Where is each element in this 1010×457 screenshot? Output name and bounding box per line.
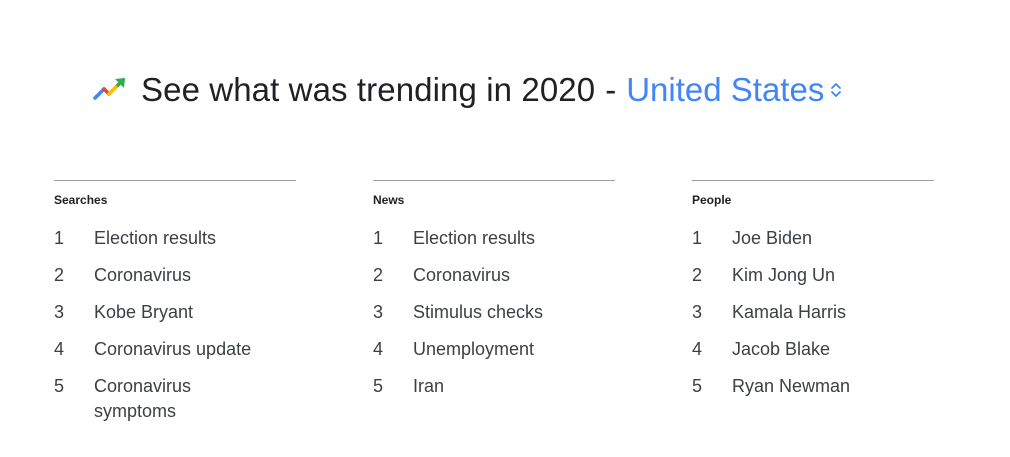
rank-number: 2 [373, 265, 384, 285]
trend-link[interactable]: Unemployment [413, 339, 535, 359]
title-separator: - [605, 71, 617, 108]
trend-link[interactable]: Election results [413, 228, 536, 248]
trend-link[interactable]: Kamala Harris [732, 302, 847, 322]
trend-link[interactable]: Election results [94, 228, 217, 248]
rank-number: 3 [54, 302, 65, 322]
list-item: 3 Kamala Harris [692, 300, 934, 325]
list-item: 5 Iran [373, 374, 615, 399]
list-item: 4 Coronavirus update [54, 337, 296, 362]
trend-link[interactable]: Iran [413, 376, 445, 396]
list-item: 2 Coronavirus [54, 263, 296, 288]
rank-number: 4 [373, 339, 384, 359]
list-item: 1 Election results [373, 226, 615, 251]
rank-number: 3 [373, 302, 384, 322]
trend-link[interactable]: Coronavirus [94, 265, 192, 285]
page-header: See what was trending in 2020 - United S… [93, 70, 842, 110]
trend-link[interactable]: Joe Biden [732, 228, 813, 248]
rank-number: 4 [692, 339, 703, 359]
column-title: News [373, 193, 405, 207]
rank-number: 5 [373, 376, 384, 396]
column-divider [54, 180, 296, 181]
region-selector[interactable]: United States [626, 71, 842, 109]
list-item: 4 Jacob Blake [692, 337, 934, 362]
trend-link[interactable]: Kim Jong Un [732, 265, 836, 285]
rank-number: 1 [692, 228, 703, 248]
trend-link[interactable]: Jacob Blake [732, 339, 831, 359]
page-title: See what was trending in 2020 [141, 71, 596, 108]
trend-list: 1 Election results 2 Coronavirus 3 Kobe … [54, 226, 296, 424]
list-item: 5 Coronavirus symptoms [54, 374, 296, 424]
searches-column: Searches 1 Election results 2 Coronaviru… [54, 180, 296, 436]
list-item: 3 Stimulus checks [373, 300, 615, 325]
news-column: News 1 Election results 2 Coronavirus 3 … [373, 180, 615, 411]
trending-up-icon [93, 78, 125, 100]
rank-number: 2 [54, 265, 65, 285]
trend-link[interactable]: Coronavirus update [94, 339, 252, 359]
rank-number: 1 [54, 228, 65, 248]
trend-link[interactable]: Kobe Bryant [94, 302, 194, 322]
list-item: 3 Kobe Bryant [54, 300, 296, 325]
list-item: 1 Election results [54, 226, 296, 251]
rank-number: 5 [692, 376, 703, 396]
rank-number: 2 [692, 265, 703, 285]
column-title: Searches [54, 193, 108, 207]
unfold-icon [831, 83, 842, 97]
region-label: United States [626, 71, 825, 108]
list-item: 5 Ryan Newman [692, 374, 934, 399]
list-item: 2 Coronavirus [373, 263, 615, 288]
rank-number: 1 [373, 228, 384, 248]
trend-link[interactable]: Coronavirus symptoms [94, 376, 192, 421]
trend-link[interactable]: Ryan Newman [732, 376, 851, 396]
list-item: 2 Kim Jong Un [692, 263, 934, 288]
column-divider [692, 180, 934, 181]
rank-number: 5 [54, 376, 65, 396]
list-item: 4 Unemployment [373, 337, 615, 362]
column-title: People [692, 193, 732, 207]
trend-link[interactable]: Stimulus checks [413, 302, 544, 322]
trend-link[interactable]: Coronavirus [413, 265, 511, 285]
trend-list: 1 Joe Biden 2 Kim Jong Un 3 Kamala Harri… [692, 226, 934, 399]
people-column: People 1 Joe Biden 2 Kim Jong Un 3 Kamal… [692, 180, 934, 411]
trend-list: 1 Election results 2 Coronavirus 3 Stimu… [373, 226, 615, 399]
list-item: 1 Joe Biden [692, 226, 934, 251]
column-divider [373, 180, 615, 181]
rank-number: 3 [692, 302, 703, 322]
rank-number: 4 [54, 339, 65, 359]
